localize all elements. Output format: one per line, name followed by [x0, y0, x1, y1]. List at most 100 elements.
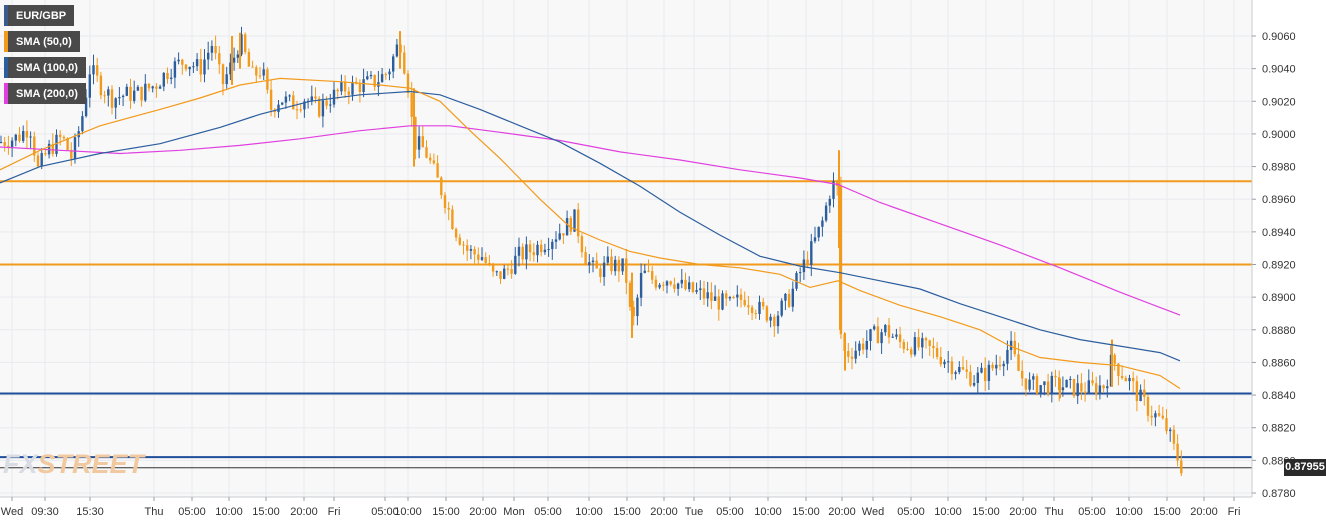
legend-item-sma50[interactable]: SMA (50,0) [4, 31, 80, 52]
candle-up [262, 69, 265, 76]
candle-down [447, 207, 450, 210]
candle-down [765, 306, 769, 321]
candle-down [221, 64, 225, 85]
legend-item-sma100[interactable]: SMA (100,0) [4, 57, 86, 78]
candle-down [314, 96, 317, 99]
candle-down [66, 138, 69, 151]
y-tick-label: 0.9040 [1262, 64, 1296, 76]
candle-up [162, 72, 165, 87]
candle-up [958, 366, 961, 373]
candle-down [732, 297, 735, 299]
candle-down [739, 294, 743, 300]
candle-up [1061, 387, 1065, 391]
candle-down [1095, 383, 1098, 395]
candle-down [632, 306, 635, 317]
candle-up [565, 218, 569, 236]
candle-up [0, 142, 3, 144]
candle-down [1102, 385, 1105, 389]
candle-up [1043, 381, 1046, 386]
candle-down [932, 345, 935, 349]
candle-down [410, 93, 413, 117]
candle-up [340, 81, 343, 92]
candle-down [429, 157, 432, 161]
x-tick-label: 05:00 [371, 506, 399, 518]
candle-down [462, 244, 465, 246]
candle-up [614, 259, 617, 272]
candle-up [639, 272, 643, 298]
candle-down [214, 46, 217, 54]
candle-up [695, 290, 698, 292]
candle-down [1035, 376, 1039, 394]
candle-up [621, 258, 624, 272]
x-tick-label: 20:00 [650, 506, 678, 518]
y-tick-label: 0.9060 [1262, 31, 1296, 43]
candle-up [380, 74, 384, 83]
sma-50-line [0, 77, 1181, 390]
candle-up [1076, 383, 1079, 397]
candle-up [366, 76, 369, 80]
y-tick-label: 0.9000 [1262, 129, 1296, 141]
candle-up [895, 334, 898, 337]
candle-up [573, 209, 576, 232]
candle-up [495, 271, 498, 273]
y-tick-label: 0.8840 [1262, 390, 1296, 402]
candle-down [458, 237, 461, 245]
candle-up [288, 95, 291, 97]
candle-up [880, 332, 883, 344]
candle-up [817, 226, 820, 238]
candle-up [225, 74, 228, 85]
candle-down [244, 34, 247, 53]
candle-up [799, 272, 802, 274]
candle-down [935, 348, 939, 357]
candle-up [277, 104, 280, 113]
candle-down [673, 284, 676, 289]
candle-up [558, 233, 561, 240]
moving-averages [0, 77, 1181, 390]
candle-down [247, 52, 251, 67]
candle-down [44, 153, 47, 155]
candle-down [103, 95, 106, 97]
candle-down [432, 160, 436, 164]
legend-item-sma200[interactable]: SMA (200,0) [4, 83, 86, 104]
legend-label: SMA (50,0) [16, 35, 72, 48]
y-tick-label: 0.8980 [1262, 162, 1296, 174]
candle-up [536, 244, 539, 256]
candle-down [129, 86, 132, 101]
x-tick-label: 15:00 [1153, 506, 1181, 518]
candle-down [961, 366, 965, 370]
candle-down [647, 270, 650, 272]
candle-up [229, 62, 232, 75]
candle-up [417, 136, 421, 150]
candle-up [810, 241, 813, 266]
candle-down [451, 209, 454, 229]
legend-swatch [4, 5, 8, 26]
fxstreet-logo: FXSTREET [3, 449, 145, 479]
legend-item-eurgbp[interactable]: EUR/GBP [4, 5, 75, 26]
y-tick-label: 0.9020 [1262, 96, 1296, 108]
candle-up [554, 239, 558, 242]
candle-up [832, 181, 835, 199]
candle-up [972, 382, 976, 386]
x-tick-label: 15:30 [76, 506, 104, 518]
candle-down [510, 269, 513, 274]
legend-label: SMA (100,0) [16, 61, 78, 74]
x-tick-label: 05:00 [178, 506, 206, 518]
candle-up [392, 56, 395, 72]
candle-down [184, 64, 188, 70]
candle-up [802, 259, 806, 273]
candle-down [577, 209, 580, 237]
candle-down [617, 259, 621, 272]
candle-down [421, 136, 424, 148]
candle-up [954, 372, 957, 375]
candle-up [118, 97, 121, 99]
candle-down [36, 155, 40, 167]
candle-up [84, 97, 88, 117]
candle-down [521, 246, 524, 260]
candle-up [40, 153, 43, 167]
candle-up [192, 66, 195, 68]
candle-down [425, 147, 428, 158]
candle-up [813, 237, 817, 242]
candle-up [14, 134, 17, 141]
x-tick-label: Wed [862, 506, 884, 518]
